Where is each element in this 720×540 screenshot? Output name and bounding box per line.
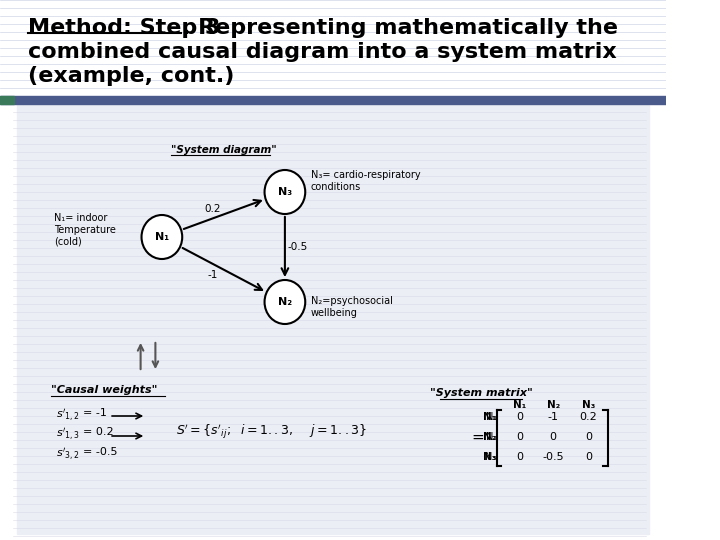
Text: 0.2: 0.2 <box>580 412 597 422</box>
Text: $s'_{1,3}$: $s'_{1,3}$ <box>55 427 79 443</box>
Text: (example, cont.): (example, cont.) <box>28 66 234 86</box>
Text: 0: 0 <box>549 432 557 442</box>
Text: -0.5: -0.5 <box>288 242 308 252</box>
Text: -1: -1 <box>548 412 559 422</box>
Text: 0: 0 <box>585 432 592 442</box>
Circle shape <box>264 280 305 324</box>
Text: . Representing mathematically the: . Representing mathematically the <box>182 18 618 38</box>
Text: N₃: N₃ <box>278 187 292 197</box>
Text: $S' = \{s'_{ij};\ \ i = 1..3,\ \ \ \ j = 1..3\}$: $S' = \{s'_{ij};\ \ i = 1..3,\ \ \ \ j =… <box>176 423 366 441</box>
Text: N₂: N₂ <box>278 297 292 307</box>
Text: 0.2: 0.2 <box>204 205 220 214</box>
Text: N₁= indoor
Temperature
(cold): N₁= indoor Temperature (cold) <box>54 213 115 246</box>
Text: 0: 0 <box>585 452 592 462</box>
Text: 0: 0 <box>516 412 523 422</box>
Text: $s'_{1,2}$: $s'_{1,2}$ <box>55 408 79 424</box>
Text: = -0.5: = -0.5 <box>84 447 118 457</box>
Text: N₁: N₁ <box>483 412 497 422</box>
Text: -0.5: -0.5 <box>542 452 564 462</box>
Text: "System diagram": "System diagram" <box>171 145 276 155</box>
Circle shape <box>142 215 182 259</box>
Text: combined causal diagram into a system matrix: combined causal diagram into a system ma… <box>28 42 616 62</box>
Text: N₃= cardio-respiratory
conditions: N₃= cardio-respiratory conditions <box>311 170 420 192</box>
Text: N₃: N₃ <box>483 452 497 462</box>
Text: N₂: N₂ <box>485 432 497 442</box>
Text: N₃: N₃ <box>582 400 595 410</box>
Text: N₃: N₃ <box>485 452 497 462</box>
Text: N₂: N₂ <box>483 432 497 442</box>
Text: "System matrix": "System matrix" <box>430 388 532 398</box>
Text: $s'_{3,2}$: $s'_{3,2}$ <box>55 447 79 463</box>
Text: -1: -1 <box>207 269 217 280</box>
Text: 0: 0 <box>516 432 523 442</box>
Bar <box>0 96 14 104</box>
Bar <box>17 104 649 534</box>
Bar <box>0 96 666 104</box>
Text: =: = <box>471 429 484 444</box>
Text: N₂=psychosocial
wellbeing: N₂=psychosocial wellbeing <box>311 296 392 318</box>
Text: N₁: N₁ <box>513 400 526 410</box>
Circle shape <box>264 170 305 214</box>
Text: N₂: N₂ <box>546 400 559 410</box>
Text: = 0.2: = 0.2 <box>84 427 114 437</box>
Text: N₁: N₁ <box>485 412 497 422</box>
Text: "Causal weights": "Causal weights" <box>51 385 157 395</box>
Text: = -1: = -1 <box>84 408 107 418</box>
Text: 0: 0 <box>516 452 523 462</box>
Text: Method: Step 3: Method: Step 3 <box>28 18 220 38</box>
Text: N₁: N₁ <box>155 232 169 242</box>
